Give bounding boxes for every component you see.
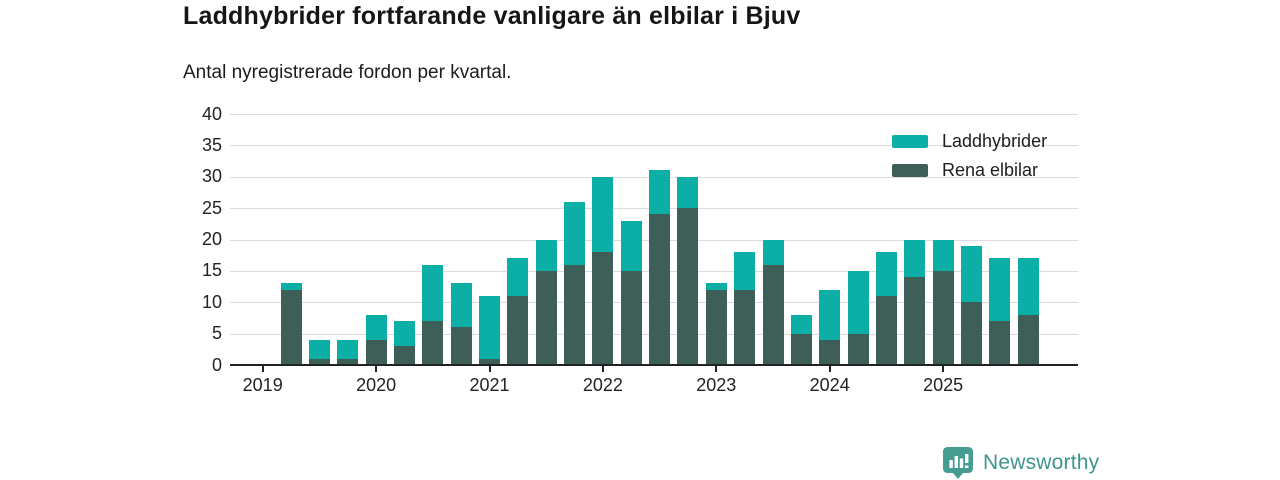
y-axis-label: 20 xyxy=(201,229,222,249)
bar-segment-laddhybrider xyxy=(734,252,756,290)
bar-segment-laddhybrider xyxy=(677,176,699,209)
bar-segment-rena-elbilar xyxy=(875,295,897,365)
bar-segment-rena-elbilar xyxy=(734,289,756,365)
x-axis-tick-label: 2021 xyxy=(469,375,510,395)
bar-segment-rena-elbilar xyxy=(762,264,784,365)
bar-segment-rena-elbilar xyxy=(280,289,302,365)
logo-bar-tall xyxy=(954,456,958,468)
logo-bar-medium xyxy=(959,458,964,468)
bar-segment-laddhybrider xyxy=(564,201,586,265)
bar-segment-laddhybrider xyxy=(393,321,415,347)
x-axis-tick-label: 2024 xyxy=(809,375,850,395)
y-axis-label: 30 xyxy=(201,166,222,187)
x-axis-tick xyxy=(488,366,491,372)
bar-segment-rena-elbilar xyxy=(620,270,642,365)
bar-segment-rena-elbilar xyxy=(337,358,359,365)
bar-segment-laddhybrider xyxy=(932,239,954,271)
bar-segment-rena-elbilar xyxy=(450,327,472,365)
bar-segment-laddhybrider xyxy=(507,258,529,296)
y-axis-label: 25 xyxy=(201,197,222,218)
bar-segment-rena-elbilar xyxy=(308,358,330,365)
x-axis-tick xyxy=(601,366,604,372)
x-axis-tick-label: 2019 xyxy=(242,375,283,395)
bar-segment-rena-elbilar xyxy=(847,333,869,365)
logo-bar-short xyxy=(949,460,953,468)
bar-segment-laddhybrider xyxy=(308,339,330,359)
bar-segment-laddhybrider xyxy=(365,314,387,340)
bar-segment-rena-elbilar xyxy=(592,252,614,365)
bar-segment-rena-elbilar xyxy=(932,270,954,365)
brand-footer: Newsworthy xyxy=(942,446,1099,480)
bar-segment-laddhybrider xyxy=(479,295,500,359)
chart-subtitle: Antal nyregistrerade fordon per kvartal. xyxy=(183,62,512,83)
bar-segment-laddhybrider xyxy=(847,270,869,334)
bar-segment-rena-elbilar xyxy=(705,289,727,365)
gridline xyxy=(230,114,1078,115)
bar-segment-laddhybrider xyxy=(819,289,841,340)
x-axis-tick xyxy=(942,366,945,372)
bar-segment-rena-elbilar xyxy=(564,264,586,365)
bar-segment-laddhybrider xyxy=(337,339,359,359)
x-axis-tick-label: 2023 xyxy=(696,375,737,395)
gridline xyxy=(230,145,1078,147)
bar-segment-laddhybrider xyxy=(960,245,982,303)
x-axis-tick xyxy=(261,366,264,372)
brand-name: Newsworthy xyxy=(983,451,1100,474)
x-axis-tick-label: 2020 xyxy=(356,375,397,395)
bar-segment-rena-elbilar xyxy=(422,321,444,365)
x-axis-tick xyxy=(828,366,831,372)
y-axis-label: 10 xyxy=(201,291,222,312)
bar-segment-rena-elbilar xyxy=(479,358,500,365)
legend-label-laddhybrider: Laddhybrider xyxy=(942,131,1048,151)
y-axis-label: 35 xyxy=(201,134,222,155)
bar-segment-laddhybrider xyxy=(280,283,302,290)
bar-segment-laddhybrider xyxy=(705,283,727,290)
legend-swatch-laddhybrider xyxy=(892,135,928,148)
bar-segment-rena-elbilar xyxy=(819,339,841,365)
y-axis-label: 40 xyxy=(201,103,222,124)
x-axis-tick xyxy=(375,366,378,372)
x-axis-tick-label: 2025 xyxy=(923,375,964,395)
bar-segment-laddhybrider xyxy=(790,314,812,334)
legend: Laddhybrider Rena elbilar xyxy=(892,131,1047,189)
bar-segment-rena-elbilar xyxy=(989,321,1011,365)
bar-segment-rena-elbilar xyxy=(904,277,926,365)
bar-segment-rena-elbilar xyxy=(365,339,387,365)
x-axis-tick-label: 2022 xyxy=(582,375,623,395)
y-axis-label: 0 xyxy=(211,354,222,375)
y-axis-label: 15 xyxy=(201,260,222,281)
bar-segment-laddhybrider xyxy=(904,239,926,278)
legend-item-laddhybrider: Laddhybrider xyxy=(892,131,1047,152)
bar-segment-laddhybrider xyxy=(592,176,614,253)
legend-item-rena-elbilar: Rena elbilar xyxy=(892,160,1047,181)
newsworthy-logo-icon xyxy=(943,447,973,479)
bar-segment-rena-elbilar xyxy=(790,333,812,365)
x-axis-line xyxy=(230,364,1078,366)
bar-segment-laddhybrider xyxy=(620,220,642,271)
bar-segment-laddhybrider xyxy=(1017,258,1039,315)
bar-segment-rena-elbilar xyxy=(960,302,982,365)
logo-exclamation-stem xyxy=(965,454,969,463)
bar-segment-laddhybrider xyxy=(875,252,897,296)
chart-title: Laddhybrider fortfarande vanligare än el… xyxy=(183,2,801,30)
logo-exclamation-dot xyxy=(965,465,969,468)
bar-segment-laddhybrider xyxy=(649,170,671,215)
bar-segment-laddhybrider xyxy=(422,264,444,322)
bar-segment-rena-elbilar xyxy=(649,214,671,365)
x-axis-tick xyxy=(715,366,718,372)
bar-segment-rena-elbilar xyxy=(393,346,415,365)
legend-swatch-rena-elbilar xyxy=(892,164,928,177)
bar-segment-rena-elbilar xyxy=(677,208,699,365)
y-axis-label: 5 xyxy=(211,323,222,344)
bar-segment-laddhybrider xyxy=(762,239,784,265)
legend-label-rena-elbilar: Rena elbilar xyxy=(942,160,1039,180)
bar-segment-laddhybrider xyxy=(450,283,472,328)
bar-segment-rena-elbilar xyxy=(535,270,557,365)
bar-segment-laddhybrider xyxy=(535,239,557,271)
bar-segment-rena-elbilar xyxy=(507,295,529,365)
bar-segment-laddhybrider xyxy=(989,258,1011,322)
bar-segment-rena-elbilar xyxy=(1017,314,1039,365)
